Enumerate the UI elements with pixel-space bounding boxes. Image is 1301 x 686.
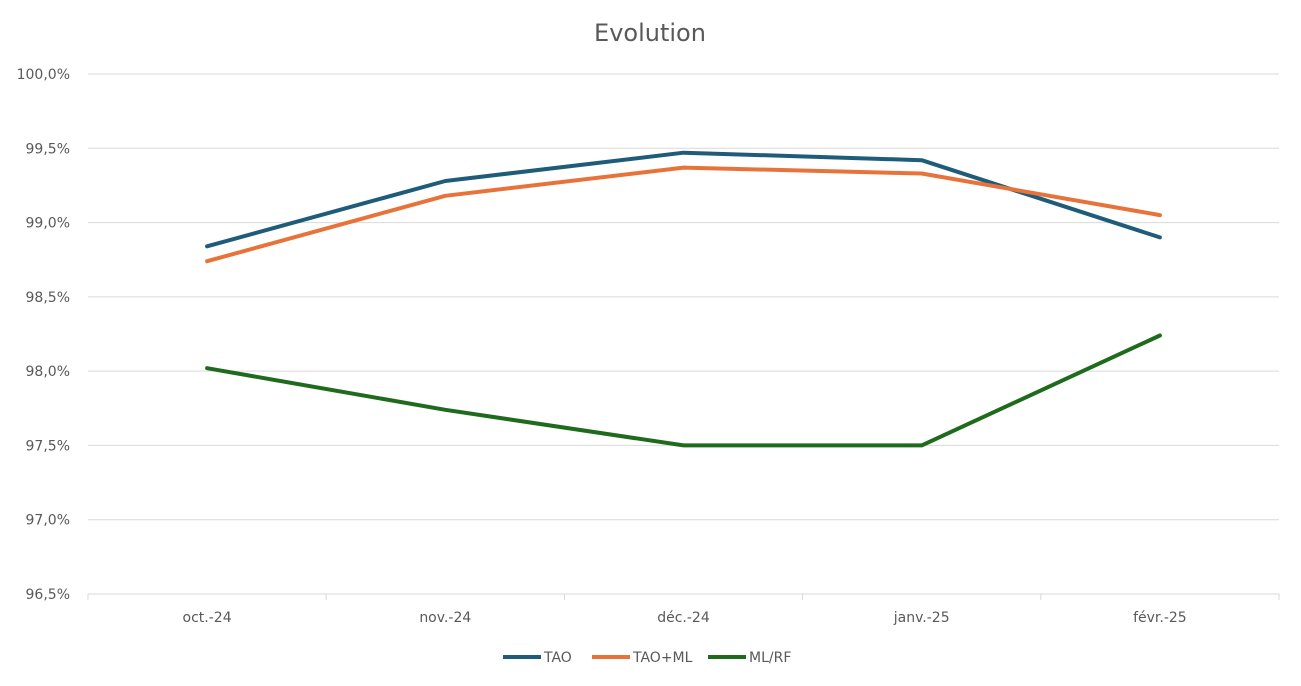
series-line-tao-ml: [205, 165, 1162, 264]
x-tick-label: févr.-25: [1133, 610, 1187, 626]
y-tick-label: 99,5%: [26, 141, 70, 157]
legend-item: ML/RF: [708, 650, 791, 666]
legend-label: TAO+ML: [632, 650, 693, 666]
legend-label: TAO: [543, 650, 572, 666]
x-tick-label: oct.-24: [183, 610, 232, 626]
y-tick-label: 98,5%: [26, 290, 70, 306]
x-tick-label: janv.-25: [893, 610, 950, 626]
legend: TAO TAO+ML ML/RF: [503, 650, 791, 666]
series-lines: [205, 150, 1162, 448]
y-axis-ticks: 96,5% 97,0% 97,5% 98,0% 98,5% 99,0% 99,5% 100,0…: [17, 67, 70, 603]
y-tick-label: 97,0%: [26, 513, 70, 529]
legend-item: TAO: [503, 650, 572, 666]
chart-title: Evolution: [594, 19, 706, 47]
x-tick-label: déc.-24: [657, 610, 710, 626]
x-axis-ticks: oct.-24 nov.-24 déc.-24 janv.-25 févr.-25: [87, 594, 1280, 626]
y-tick-label: 97,5%: [26, 438, 70, 454]
y-tick-label: 99,0%: [26, 216, 70, 232]
legend-item: TAO+ML: [592, 650, 693, 666]
x-tick-label: nov.-24: [419, 610, 471, 626]
y-tick-label: 96,5%: [26, 587, 70, 603]
legend-label: ML/RF: [749, 650, 791, 666]
series-line-ml-rf: [205, 333, 1162, 448]
y-tick-label: 100,0%: [17, 67, 70, 83]
y-tick-label: 98,0%: [26, 364, 70, 380]
